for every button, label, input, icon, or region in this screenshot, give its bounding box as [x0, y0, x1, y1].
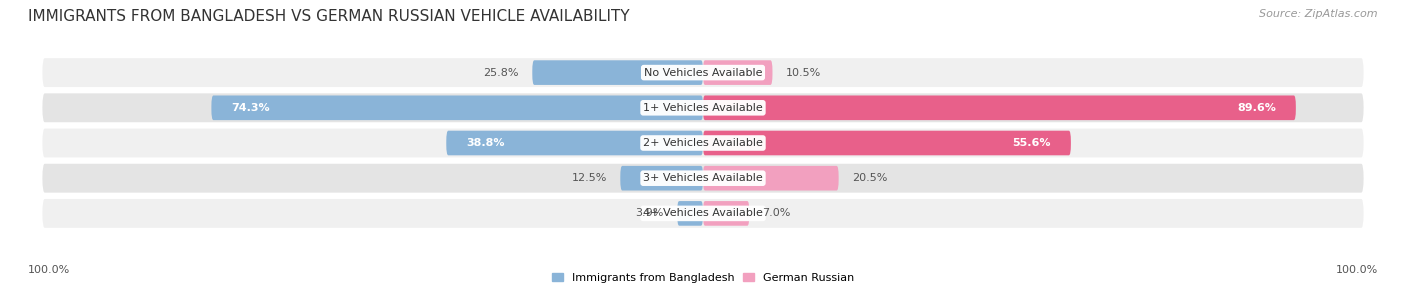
- Text: 4+ Vehicles Available: 4+ Vehicles Available: [643, 208, 763, 219]
- FancyBboxPatch shape: [41, 198, 1365, 229]
- Text: 89.6%: 89.6%: [1237, 103, 1277, 113]
- Text: 12.5%: 12.5%: [572, 173, 607, 183]
- Text: 20.5%: 20.5%: [852, 173, 887, 183]
- FancyBboxPatch shape: [211, 96, 703, 120]
- FancyBboxPatch shape: [703, 96, 1296, 120]
- FancyBboxPatch shape: [41, 163, 1365, 194]
- FancyBboxPatch shape: [703, 60, 772, 85]
- Text: 3.9%: 3.9%: [636, 208, 664, 219]
- Text: 25.8%: 25.8%: [484, 67, 519, 78]
- FancyBboxPatch shape: [678, 201, 703, 226]
- Text: 74.3%: 74.3%: [231, 103, 270, 113]
- Text: 100.0%: 100.0%: [1336, 265, 1378, 275]
- FancyBboxPatch shape: [41, 57, 1365, 88]
- Text: 7.0%: 7.0%: [762, 208, 792, 219]
- FancyBboxPatch shape: [703, 131, 1071, 155]
- Text: 100.0%: 100.0%: [28, 265, 70, 275]
- FancyBboxPatch shape: [620, 166, 703, 190]
- Text: 3+ Vehicles Available: 3+ Vehicles Available: [643, 173, 763, 183]
- Legend: Immigrants from Bangladesh, German Russian: Immigrants from Bangladesh, German Russi…: [547, 269, 859, 286]
- Text: 55.6%: 55.6%: [1012, 138, 1052, 148]
- FancyBboxPatch shape: [41, 128, 1365, 158]
- FancyBboxPatch shape: [703, 201, 749, 226]
- FancyBboxPatch shape: [533, 60, 703, 85]
- Text: 38.8%: 38.8%: [467, 138, 505, 148]
- Text: IMMIGRANTS FROM BANGLADESH VS GERMAN RUSSIAN VEHICLE AVAILABILITY: IMMIGRANTS FROM BANGLADESH VS GERMAN RUS…: [28, 9, 630, 23]
- FancyBboxPatch shape: [446, 131, 703, 155]
- FancyBboxPatch shape: [703, 166, 838, 190]
- Text: No Vehicles Available: No Vehicles Available: [644, 67, 762, 78]
- FancyBboxPatch shape: [41, 92, 1365, 123]
- Text: 10.5%: 10.5%: [786, 67, 821, 78]
- Text: 1+ Vehicles Available: 1+ Vehicles Available: [643, 103, 763, 113]
- Text: Source: ZipAtlas.com: Source: ZipAtlas.com: [1260, 9, 1378, 19]
- Text: 2+ Vehicles Available: 2+ Vehicles Available: [643, 138, 763, 148]
